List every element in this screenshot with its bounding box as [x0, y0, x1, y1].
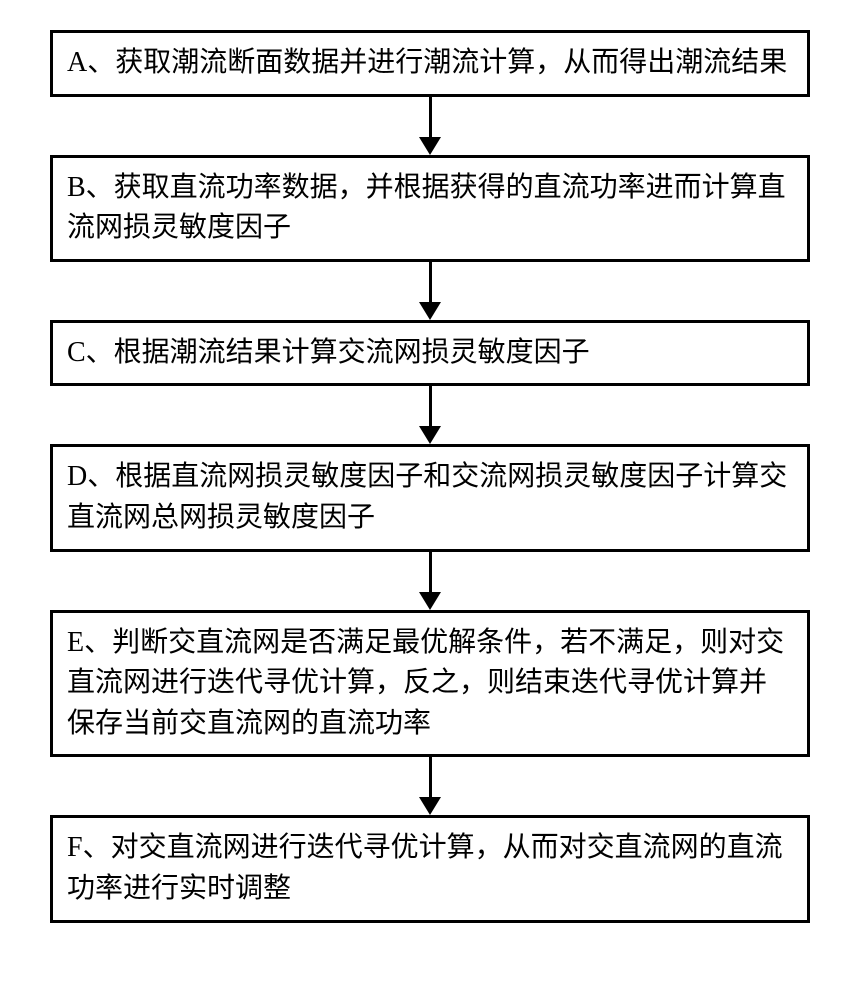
arrow-line — [429, 386, 432, 426]
flow-node-a: A、获取潮流断面数据并进行潮流计算，从而得出潮流结果 — [50, 30, 810, 97]
arrow-head-icon — [419, 426, 441, 444]
arrow-line — [429, 552, 432, 592]
flow-node-e: E、判断交直流网是否满足最优解条件，若不满足，则对交直流网进行迭代寻优计算，反之… — [50, 610, 810, 758]
flow-node-f: F、对交直流网进行迭代寻优计算，从而对交直流网的直流功率进行实时调整 — [50, 815, 810, 922]
flow-node-d-text: D、根据直流网损灵敏度因子和交流网损灵敏度因子计算交直流网总网损灵敏度因子 — [67, 461, 787, 533]
flow-node-c: C、根据潮流结果计算交流网损灵敏度因子 — [50, 320, 810, 387]
arrow-a-b — [419, 97, 441, 155]
flow-node-f-text: F、对交直流网进行迭代寻优计算，从而对交直流网的直流功率进行实时调整 — [67, 832, 783, 904]
arrow-line — [429, 262, 432, 302]
flowchart-container: A、获取潮流断面数据并进行潮流计算，从而得出潮流结果 B、获取直流功率数据，并根… — [50, 30, 810, 923]
arrow-head-icon — [419, 797, 441, 815]
arrow-c-d — [419, 386, 441, 444]
flow-node-d: D、根据直流网损灵敏度因子和交流网损灵敏度因子计算交直流网总网损灵敏度因子 — [50, 444, 810, 551]
arrow-line — [429, 97, 432, 137]
arrow-head-icon — [419, 137, 441, 155]
flow-node-c-text: C、根据潮流结果计算交流网损灵敏度因子 — [67, 337, 590, 368]
arrow-line — [429, 757, 432, 797]
flow-node-a-text: A、获取潮流断面数据并进行潮流计算，从而得出潮流结果 — [67, 47, 787, 78]
flow-node-b-text: B、获取直流功率数据，并根据获得的直流功率进而计算直流网损灵敏度因子 — [67, 172, 786, 244]
arrow-e-f — [419, 757, 441, 815]
arrow-head-icon — [419, 302, 441, 320]
arrow-head-icon — [419, 592, 441, 610]
flow-node-e-text: E、判断交直流网是否满足最优解条件，若不满足，则对交直流网进行迭代寻优计算，反之… — [67, 627, 784, 739]
flow-node-b: B、获取直流功率数据，并根据获得的直流功率进而计算直流网损灵敏度因子 — [50, 155, 810, 262]
arrow-b-c — [419, 262, 441, 320]
arrow-d-e — [419, 552, 441, 610]
